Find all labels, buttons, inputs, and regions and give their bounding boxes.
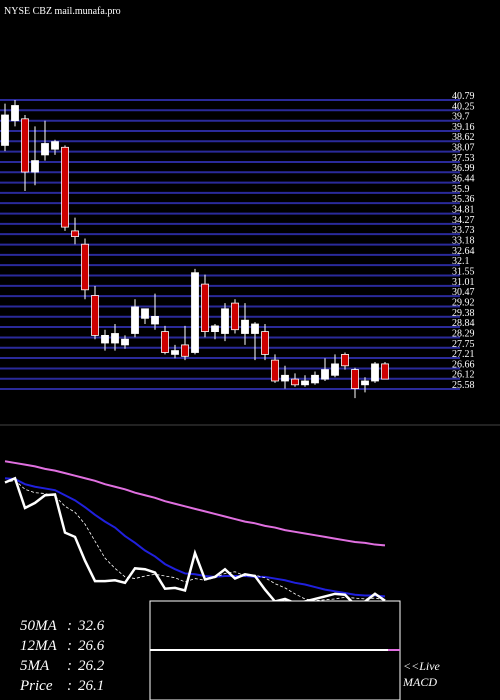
legend-name: 12MA [20,638,57,654]
y-tick-label: 36.44 [452,174,475,185]
legend-name: 50MA [20,618,57,634]
candle-body [321,369,329,380]
y-tick-label: 26.12 [452,370,475,381]
legend-sep: : [67,678,72,694]
y-tick-label: 34.27 [452,215,475,226]
candle-body [301,380,309,386]
candle-body [151,316,159,325]
legend-value: 26.6 [78,638,105,654]
candle-body [341,354,349,367]
legend-name: 5MA [20,658,50,674]
candles [1,100,389,399]
candle-body [81,243,89,291]
candle-body [361,380,369,386]
candle-body [61,146,69,228]
legend-value: 26.2 [78,658,105,674]
ma-lines [4,460,386,607]
candle-body [171,350,179,355]
y-tick-label: 26.66 [452,359,475,370]
legend-sep: : [67,618,72,634]
y-tick-label: 38.62 [452,132,475,143]
candle-body [11,105,19,122]
candle-body [161,331,169,353]
candle-body [251,323,259,334]
y-tick-label: 40.79 [452,91,475,102]
candle-body [191,272,199,353]
y-tick-label: 27.21 [452,349,475,360]
y-tick-label: 25.58 [452,380,475,391]
y-tick-label: 33.18 [452,236,475,247]
y-tick-label: 27.75 [452,339,475,350]
candle-body [91,295,99,336]
chart-title: NYSE CBZ mail.munafa.pro [4,6,121,17]
candle-body [1,114,9,146]
legend-sep: : [67,658,72,674]
y-tick-label: 40.25 [452,101,475,112]
candle-body [381,363,389,380]
y-tick-label: 39.7 [452,112,470,123]
y-tick-label: 31.01 [452,277,475,288]
candle-body [241,319,249,334]
y-tick-label: 34.81 [452,205,475,216]
candle-body [221,308,229,334]
macd-label: <<Live [403,659,441,673]
candle-body [41,143,49,156]
candle-body [271,359,279,382]
candle-body [51,141,59,150]
candle-body [331,363,339,376]
y-tick-label: 37.53 [452,153,475,164]
y-tick-label: 32.1 [452,256,470,267]
candle-body [231,302,239,331]
y-tick-label: 35.36 [452,194,475,205]
candle-body [131,306,139,334]
y-tick-label: 36.99 [452,163,475,174]
ma-line [4,460,386,547]
candle-body [201,283,209,333]
candle-body [371,363,379,382]
y-tick-label: 29.92 [452,298,475,309]
y-tick-label: 32.64 [452,246,475,257]
ma-line [4,477,386,598]
y-tick-label: 28.29 [452,328,475,339]
candle-body [211,325,219,333]
candle-body [351,369,359,390]
macd-title: MACD [402,675,437,689]
candle-body [31,160,39,173]
candle-body [261,331,269,355]
y-tick-label: 31.55 [452,267,475,278]
candle-body [121,338,129,346]
candle-body [71,230,79,238]
legend-value: 26.1 [78,678,104,694]
y-tick-label: 39.16 [452,122,475,133]
y-tick-label: 29.38 [452,308,475,319]
candle-body [141,308,149,319]
candle-body [111,333,119,344]
legend-name: Price [19,678,53,694]
candle-body [311,374,319,384]
legend-sep: : [67,638,72,654]
candle-body [101,335,109,344]
y-tick-label: 38.07 [452,143,475,154]
ma-line [4,476,386,607]
y-tick-label: 33.73 [452,225,475,236]
legend-value: 32.6 [77,618,105,634]
candle-body [281,374,289,382]
candle-body [181,344,189,357]
y-tick-label: 35.9 [452,184,470,195]
y-tick-label: 28.84 [452,318,475,329]
ma-line [4,479,386,602]
candle-body [291,378,299,386]
candle-body [21,118,29,173]
y-tick-label: 30.47 [452,287,475,298]
